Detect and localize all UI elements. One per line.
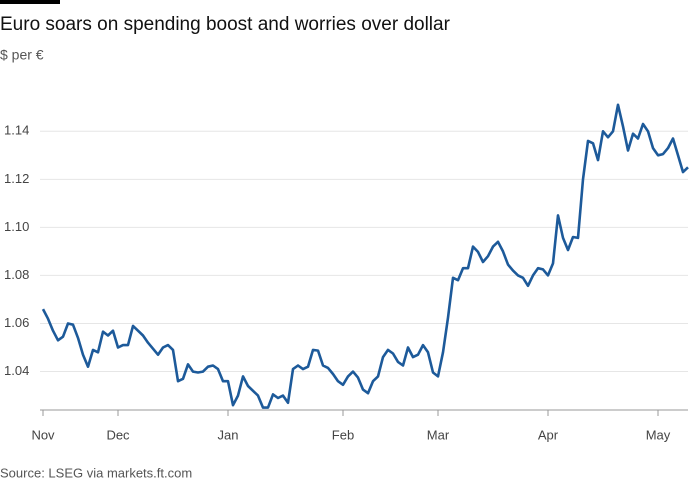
chart-subtitle: $ per € (0, 47, 44, 63)
y-tick-label: 1.14 (4, 123, 29, 138)
x-tick-label: May (646, 427, 671, 442)
y-tick-label: 1.04 (4, 363, 29, 378)
y-tick-label: 1.12 (4, 171, 29, 186)
x-tick-label: Jan (218, 427, 239, 442)
x-tick-label: Apr (538, 427, 559, 442)
source-note: Source: LSEG via markets.ft.com (0, 465, 192, 480)
chart-title: Euro soars on spending boost and worries… (0, 14, 451, 35)
y-tick-label: 1.10 (4, 219, 29, 234)
data-line (41, 103, 689, 409)
x-tick-label: Nov (31, 427, 55, 442)
x-tick-label: Dec (106, 427, 130, 442)
y-tick-label: 1.08 (4, 267, 29, 282)
x-tick-label: Mar (427, 427, 450, 442)
brand-bar (0, 0, 60, 4)
y-tick-label: 1.06 (4, 315, 29, 330)
x-tick-label: Feb (332, 427, 354, 442)
